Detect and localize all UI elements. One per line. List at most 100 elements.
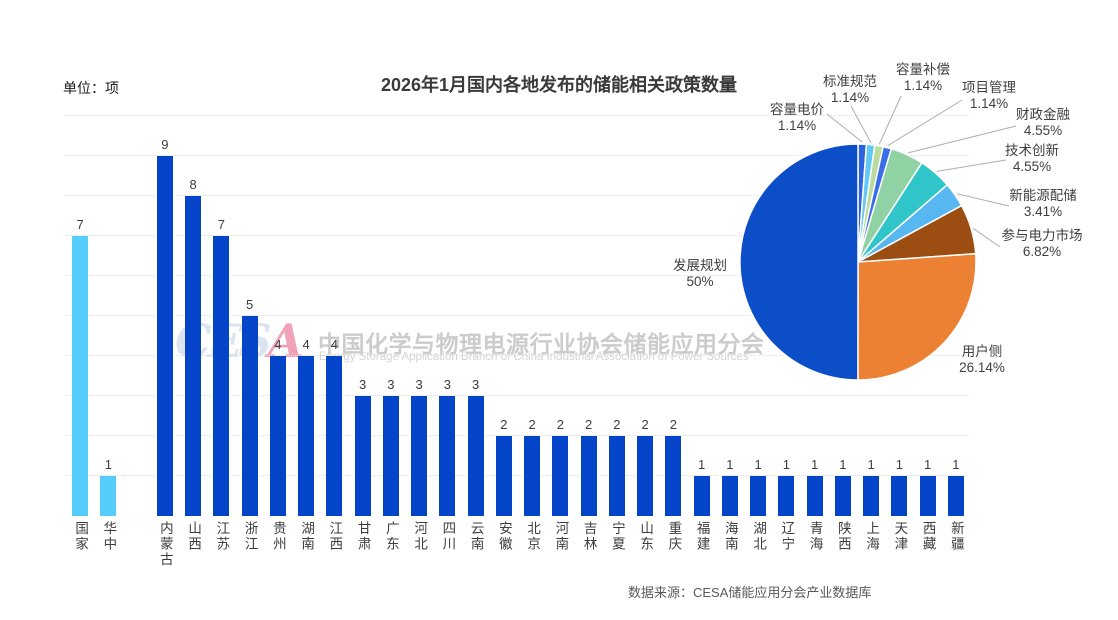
x-axis-label-安徽: 安徽	[496, 521, 512, 552]
bar-江西[interactable]	[326, 356, 343, 516]
pie-label-name: 新能源配储	[1009, 188, 1077, 203]
x-label-slot: 北京	[518, 521, 546, 573]
bar-value-label: 3	[443, 377, 451, 392]
bar-value-label: 5	[246, 297, 254, 312]
x-label-slot: 河南	[546, 521, 574, 573]
bar-吉林[interactable]	[580, 436, 597, 516]
bar-chart: 7 1 9 8 7 5 4 4 4 3 3 3 3 3 2 2 2 2 2 2 2 1 1 1 1 1 1 1 1 1 1	[66, 115, 970, 516]
x-label-slot: 内蒙古	[151, 521, 179, 573]
bar-slot: 2	[659, 116, 687, 516]
gridline	[66, 155, 970, 156]
bar-slot: 1	[688, 116, 716, 516]
bar-重庆[interactable]	[665, 436, 682, 516]
bar-slot: 1	[716, 116, 744, 516]
bar-北京[interactable]	[524, 436, 541, 516]
bar-内蒙古[interactable]	[156, 156, 173, 516]
bar-value-label: 1	[104, 457, 112, 472]
bar-甘肃[interactable]	[354, 396, 371, 516]
chart-title: 2026年1月国内各地发布的储能相关政策数量	[380, 75, 738, 95]
bar-四川[interactable]	[439, 396, 456, 516]
bar-江苏[interactable]	[213, 236, 230, 516]
bar-series: 7 1 9 8 7 5 4 4 4 3 3 3 3 3 2 2 2 2 2 2 2 1 1 1 1 1 1 1 1 1 1	[66, 116, 970, 516]
pie-label-percent: 4.55%	[1012, 159, 1052, 174]
x-axis-label-新疆: 新疆	[948, 521, 964, 552]
bar-slot: 1	[772, 116, 800, 516]
bar-slot: 7	[66, 116, 94, 516]
bar-value-label: 2	[641, 417, 649, 432]
pie-label-percent: 4.55%	[1023, 123, 1063, 138]
bar-国家[interactable]	[72, 236, 89, 516]
bar-云南[interactable]	[467, 396, 484, 516]
pie-label-percent: 6.82%	[1022, 244, 1062, 259]
gridline	[66, 395, 970, 396]
bar-slot: 8	[179, 116, 207, 516]
bar-slot: 2	[518, 116, 546, 516]
bar-value-label: 3	[472, 377, 480, 392]
x-axis-label-贵州: 贵州	[270, 521, 286, 552]
bar-安徽[interactable]	[495, 436, 512, 516]
bar-山东[interactable]	[637, 436, 654, 516]
gridline	[66, 315, 970, 316]
x-axis-label-西藏: 西藏	[920, 521, 936, 552]
x-label-slot: 青海	[801, 521, 829, 573]
bar-value-label: 8	[189, 177, 197, 192]
pie-label-参与电力市场: 参与电力市场 6.82%	[1002, 228, 1083, 260]
bar-上海[interactable]	[863, 476, 880, 516]
bar-辽宁[interactable]	[778, 476, 795, 516]
x-axis-labels: 国家 华中 内蒙古 山西 江苏 浙江 贵州 湖南 江西 甘肃 广东 河北 四川 云南 安徽 北京 河南 吉林 宁夏山…	[66, 521, 970, 573]
x-axis-label-四川: 四川	[440, 521, 456, 552]
pie-label-name: 技术创新	[1005, 143, 1059, 158]
x-axis-label-广东: 广东	[383, 521, 399, 552]
bar-海南[interactable]	[721, 476, 738, 516]
bar-value-label: 9	[161, 137, 169, 152]
bar-slot: 3	[433, 116, 461, 516]
bar-slot: 1	[857, 116, 885, 516]
x-label-slot: 山东	[631, 521, 659, 573]
bar-新疆[interactable]	[947, 476, 964, 516]
x-axis-label-华中: 华中	[101, 521, 117, 552]
bar-天津[interactable]	[891, 476, 908, 516]
bar-山西[interactable]	[185, 196, 202, 516]
group-gap	[123, 521, 151, 573]
gridline	[66, 235, 970, 236]
bar-福建[interactable]	[693, 476, 710, 516]
x-axis-label-重庆: 重庆	[666, 521, 682, 552]
x-axis-label-江苏: 江苏	[214, 521, 230, 552]
bar-华中[interactable]	[100, 476, 117, 516]
bar-value-label: 1	[811, 457, 819, 472]
x-label-slot: 天津	[885, 521, 913, 573]
x-label-slot: 华中	[94, 521, 122, 573]
bar-slot: 1	[744, 116, 772, 516]
group-gap	[123, 116, 151, 516]
bar-贵州[interactable]	[269, 356, 286, 516]
bar-value-label: 1	[952, 457, 960, 472]
x-axis-label-浙江: 浙江	[242, 521, 258, 552]
gridline	[66, 355, 970, 356]
bar-陕西[interactable]	[834, 476, 851, 516]
bar-湖南[interactable]	[298, 356, 315, 516]
x-axis-label-吉林: 吉林	[581, 521, 597, 552]
bar-slot: 3	[377, 116, 405, 516]
bar-宁夏[interactable]	[608, 436, 625, 516]
pie-label-percent: 1.14%	[969, 96, 1009, 111]
gridline	[66, 275, 970, 276]
x-axis-label-云南: 云南	[468, 521, 484, 552]
bar-value-label: 1	[839, 457, 847, 472]
x-label-slot: 甘肃	[349, 521, 377, 573]
x-label-slot: 四川	[433, 521, 461, 573]
pie-slice-用户侧[interactable]	[857, 252, 977, 381]
bar-value-label: 2	[528, 417, 536, 432]
bar-湖北[interactable]	[750, 476, 767, 516]
bar-河北[interactable]	[411, 396, 428, 516]
bar-青海[interactable]	[806, 476, 823, 516]
bar-广东[interactable]	[382, 396, 399, 516]
x-label-slot: 上海	[857, 521, 885, 573]
x-label-slot: 福建	[688, 521, 716, 573]
bar-河南[interactable]	[552, 436, 569, 516]
x-label-slot: 陕西	[829, 521, 857, 573]
bar-浙江[interactable]	[241, 316, 258, 516]
bar-西藏[interactable]	[919, 476, 936, 516]
bar-slot: 5	[236, 116, 264, 516]
pie-slice-发展规划[interactable]	[739, 143, 859, 381]
bar-slot: 1	[801, 116, 829, 516]
